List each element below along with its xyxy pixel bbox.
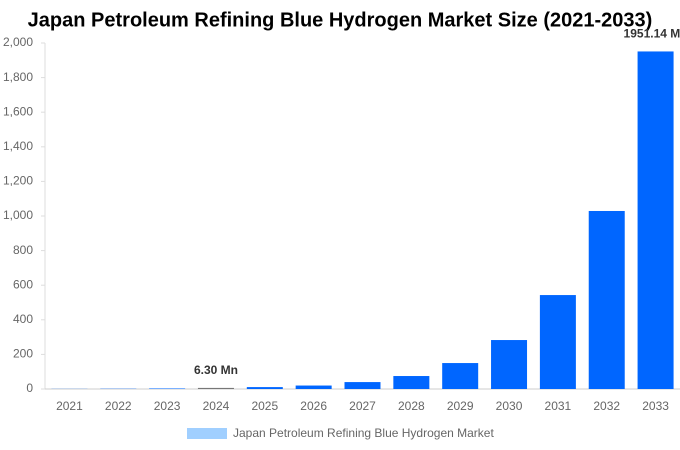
- y-tick-label: 800: [13, 243, 33, 257]
- x-tick-label: 2028: [398, 399, 425, 413]
- bar: [491, 340, 528, 389]
- chart-title: Japan Petroleum Refining Blue Hydrogen M…: [28, 9, 653, 31]
- x-tick-label: 2032: [593, 399, 620, 413]
- bar: [295, 385, 332, 389]
- value-label: 1951.14 Mn: [624, 27, 680, 41]
- y-tick-label: 400: [13, 312, 33, 326]
- y-tick-label: 200: [13, 347, 33, 361]
- y-tick-label: 1,000: [3, 208, 33, 222]
- x-tick-label: 2031: [545, 399, 572, 413]
- x-tick-label: 2030: [496, 399, 523, 413]
- x-tick-label: 2021: [56, 399, 83, 413]
- bar: [246, 387, 283, 389]
- bar: [637, 51, 674, 389]
- bar: [588, 210, 625, 389]
- y-tick-label: 1,400: [3, 139, 33, 153]
- legend-label: Japan Petroleum Refining Blue Hydrogen M…: [233, 426, 494, 440]
- bar: [197, 387, 234, 389]
- x-tick-label: 2033: [642, 399, 669, 413]
- x-tick-label: 2025: [251, 399, 278, 413]
- legend-swatch: [187, 428, 227, 439]
- y-tick-label: 600: [13, 277, 33, 291]
- bar: [539, 295, 576, 389]
- y-tick-label: 1,200: [3, 174, 33, 188]
- x-tick-label: 2024: [203, 399, 230, 413]
- y-tick-label: 1,600: [3, 104, 33, 118]
- bar: [149, 388, 186, 389]
- y-tick-label: 2,000: [3, 35, 33, 49]
- x-tick-label: 2022: [105, 399, 132, 413]
- value-label: 6.30 Mn: [194, 363, 238, 377]
- bar: [442, 363, 479, 389]
- bar: [344, 382, 381, 389]
- x-tick-label: 2029: [447, 399, 474, 413]
- y-tick-label: 1,800: [3, 70, 33, 84]
- x-tick-label: 2027: [349, 399, 376, 413]
- x-tick-label: 2023: [154, 399, 181, 413]
- bar: [393, 376, 430, 389]
- x-tick-label: 2026: [300, 399, 327, 413]
- y-tick-label: 0: [26, 381, 33, 395]
